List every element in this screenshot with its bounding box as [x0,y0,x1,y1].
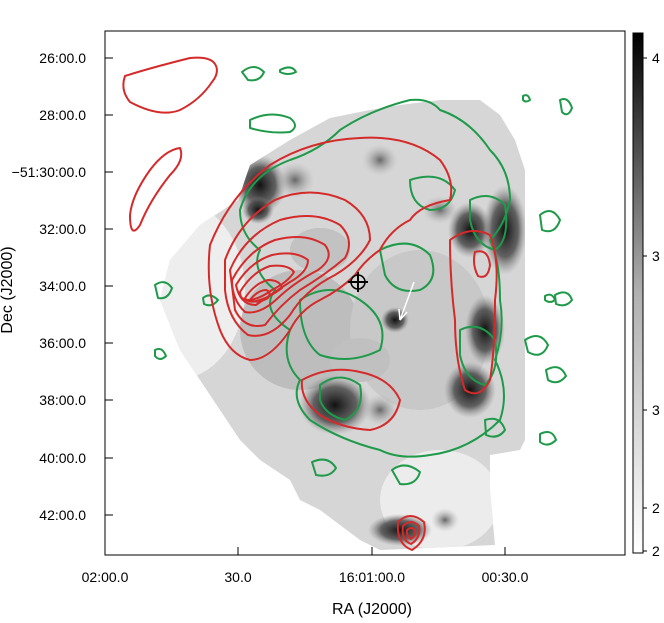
y-tick-label: 38:00.0 [39,392,86,408]
colorbar-ticks [643,57,647,552]
colorbar [632,32,644,554]
y-tick-label: 34:00.0 [39,278,86,294]
y-tick-label: 26:00.0 [39,50,86,66]
x-tick-label: 30.0 [224,569,251,585]
y-tick-labels: 26:00.0 28:00.0 −51:30:00.0 32:00.0 34:0… [12,50,87,523]
y-axis-ticks [105,57,113,516]
y-tick-label: 36:00.0 [39,335,86,351]
colorbar-tick-label: 2 [652,500,660,516]
y-axis-title: Dec (J2000) [0,246,16,333]
cross-marker [348,272,368,292]
y-tick-label: 32:00.0 [39,221,86,237]
y-tick-label: 42:00.0 [39,507,86,523]
x-tick-label: 00:30.0 [482,569,529,585]
arrow-marker [398,281,415,321]
colorbar-tick-label: 3 [652,248,660,264]
colorbar-tick-label: 3 [652,402,660,418]
colorbar-tick-labels: 4 3 3 2 2 [652,50,660,559]
x-axis-ticks [104,547,506,555]
x-tick-label: 02:00.0 [82,569,129,585]
colorbar-tick-label: 2 [652,543,660,559]
x-axis-title: RA (J2000) [332,601,412,618]
y-tick-label: 40:00.0 [39,450,86,466]
red-contours [122,56,498,551]
x-tick-label: 16:01:00.0 [339,569,405,585]
colorbar-tick-label: 4 [652,50,660,66]
y-tick-label: 28:00.0 [39,107,86,123]
x-tick-labels: 02:00.0 30.0 16:01:00.0 00:30.0 [82,569,529,585]
y-tick-label: −51:30:00.0 [12,164,87,180]
